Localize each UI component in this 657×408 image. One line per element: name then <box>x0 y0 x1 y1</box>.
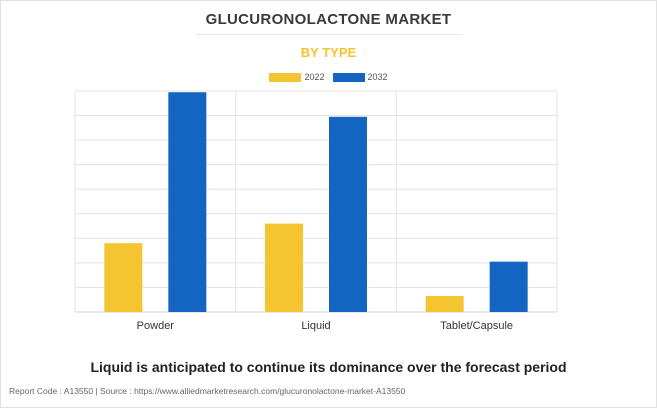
x-tick-label: Powder <box>137 320 175 332</box>
x-tick-label: Liquid <box>301 320 330 332</box>
title-divider <box>196 34 462 35</box>
report-source: Report Code : A13550 | Source : https://… <box>9 386 406 396</box>
legend-swatch-2022 <box>269 72 302 82</box>
legend-item-2032: 2032 <box>332 72 388 82</box>
x-tick-label: Tablet/Capsule <box>440 320 513 332</box>
bar-2032-liquid <box>329 116 367 313</box>
bar-2032-tablet-capsule <box>489 261 528 312</box>
bar-2022-powder <box>104 243 143 312</box>
legend-item-2022: 2022 <box>269 72 325 82</box>
bar-2032-powder <box>168 92 207 312</box>
chart-title: GLUCURONOLACTONE MARKET <box>205 11 452 28</box>
chart-legend: 2022 2032 <box>0 72 657 82</box>
bar-2022-liquid <box>265 223 303 312</box>
legend-label-2032: 2032 <box>367 72 388 82</box>
legend-swatch-2032 <box>332 72 365 82</box>
legend-label-2022: 2022 <box>304 72 325 82</box>
chart-headline: Liquid is anticipated to continue its do… <box>90 359 567 375</box>
bar-2022-tablet-capsule <box>425 296 464 312</box>
chart-subtitle: BY TYPE <box>300 45 357 60</box>
